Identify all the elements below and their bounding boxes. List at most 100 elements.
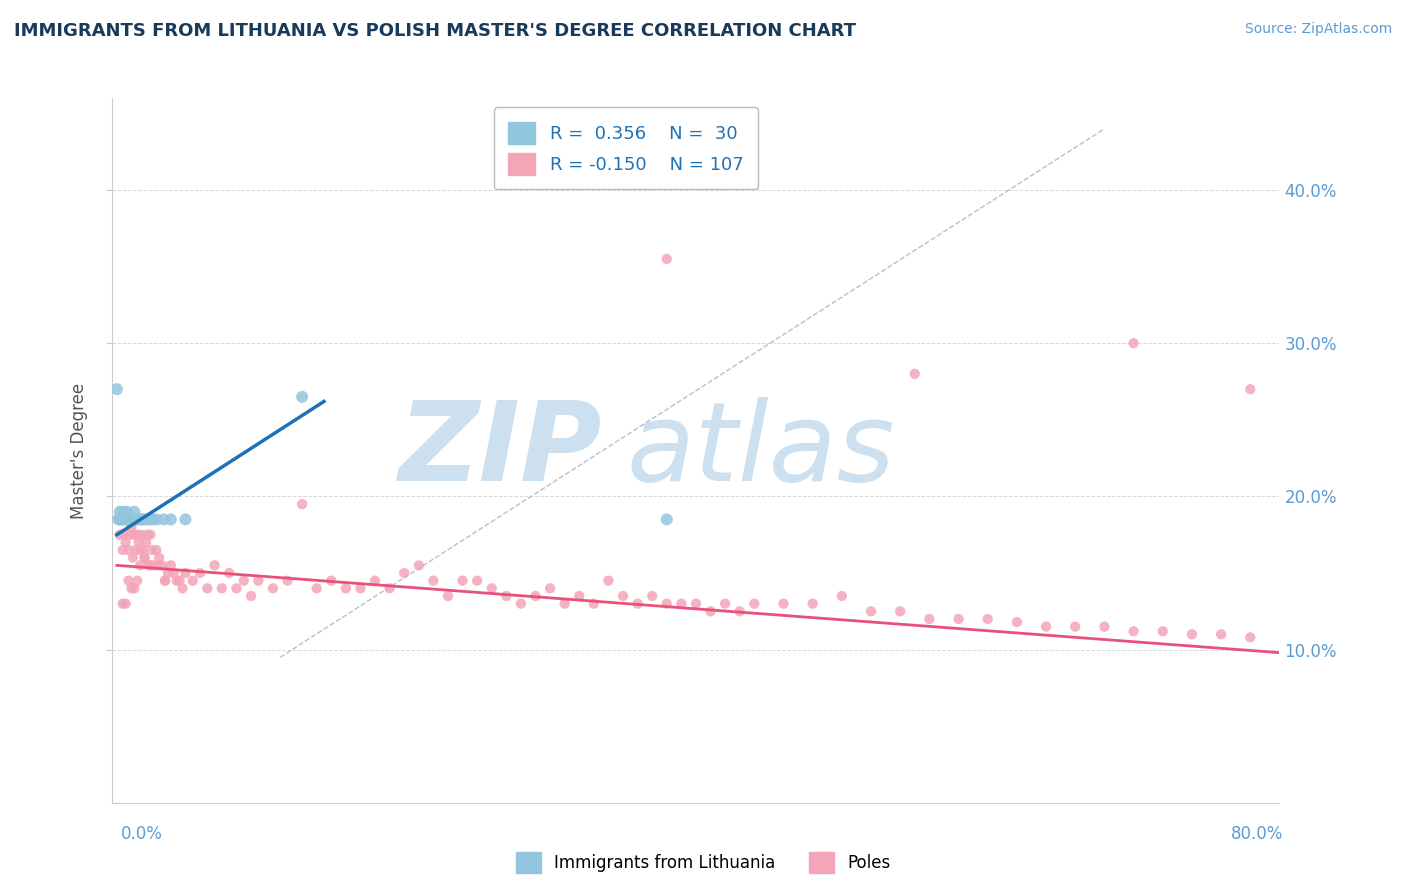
Point (114, 597, 136, 611)
Point (134, 550, 156, 565)
Point (195, 582, 218, 596)
Point (378, 582, 401, 596)
Point (166, 574, 188, 588)
Point (232, 574, 254, 588)
Point (172, 582, 194, 596)
Point (437, 589, 460, 603)
Point (1094, 619, 1116, 633)
Point (160, 558, 183, 573)
Point (108, 512, 131, 526)
Point (120, 520, 142, 534)
Point (131, 512, 153, 526)
Point (110, 512, 132, 526)
Point (124, 505, 146, 519)
Point (582, 597, 605, 611)
Point (139, 527, 162, 541)
Point (127, 527, 149, 541)
Point (612, 589, 634, 603)
Point (714, 597, 737, 611)
Point (225, 582, 247, 596)
Point (655, 597, 678, 611)
Point (349, 582, 371, 596)
Point (120, 512, 142, 526)
Point (247, 574, 270, 588)
Point (831, 589, 853, 603)
Point (135, 535, 157, 549)
Point (1122, 336, 1144, 351)
Point (1152, 624, 1174, 639)
Point (105, 382, 128, 396)
Text: 80.0%: 80.0% (1232, 825, 1284, 843)
Point (728, 604, 751, 618)
Point (465, 574, 488, 588)
Point (124, 582, 146, 596)
Point (1064, 619, 1087, 633)
Point (108, 505, 131, 519)
Text: ZIP: ZIP (399, 397, 603, 504)
Point (125, 543, 148, 558)
Point (627, 597, 650, 611)
Point (111, 512, 134, 526)
Point (132, 543, 155, 558)
Point (948, 612, 970, 626)
Point (125, 512, 148, 526)
Point (141, 512, 163, 526)
Point (114, 512, 136, 526)
Point (136, 527, 159, 541)
Point (141, 543, 163, 558)
Point (394, 566, 416, 580)
Point (240, 589, 263, 603)
Point (509, 597, 531, 611)
Point (321, 574, 343, 588)
Point (218, 566, 240, 580)
Point (153, 574, 176, 588)
Point (1122, 624, 1144, 639)
Point (364, 574, 387, 588)
Point (150, 558, 173, 573)
Point (115, 512, 138, 526)
Point (699, 604, 721, 618)
Point (1209, 627, 1232, 641)
Point (118, 527, 141, 541)
Point (291, 497, 314, 511)
Point (211, 582, 233, 596)
Point (291, 390, 314, 404)
Point (112, 527, 135, 541)
Point (554, 597, 576, 611)
Point (174, 566, 197, 580)
Point (742, 597, 765, 611)
Point (598, 574, 620, 588)
Point (889, 604, 911, 618)
Point (481, 582, 503, 596)
Point (117, 574, 139, 588)
Point (1035, 619, 1057, 633)
Point (111, 597, 134, 611)
Point (204, 558, 226, 573)
Point (122, 550, 145, 565)
Point (117, 543, 139, 558)
Point (134, 550, 156, 565)
Point (772, 597, 794, 611)
Point (685, 597, 707, 611)
Point (138, 558, 160, 573)
Point (129, 558, 152, 573)
Point (110, 512, 132, 526)
Point (111, 505, 134, 519)
Point (918, 612, 941, 626)
Point (335, 582, 357, 596)
Point (655, 252, 678, 266)
Point (111, 543, 134, 558)
Y-axis label: Master's Degree: Master's Degree (70, 383, 89, 518)
Point (163, 566, 186, 580)
Point (153, 574, 176, 588)
Point (139, 558, 162, 573)
Point (117, 512, 139, 526)
Point (160, 512, 183, 526)
Point (655, 512, 678, 526)
Point (128, 535, 150, 549)
Point (860, 604, 883, 618)
Point (142, 558, 165, 573)
Point (131, 527, 153, 541)
Point (145, 512, 167, 526)
Point (138, 512, 160, 526)
